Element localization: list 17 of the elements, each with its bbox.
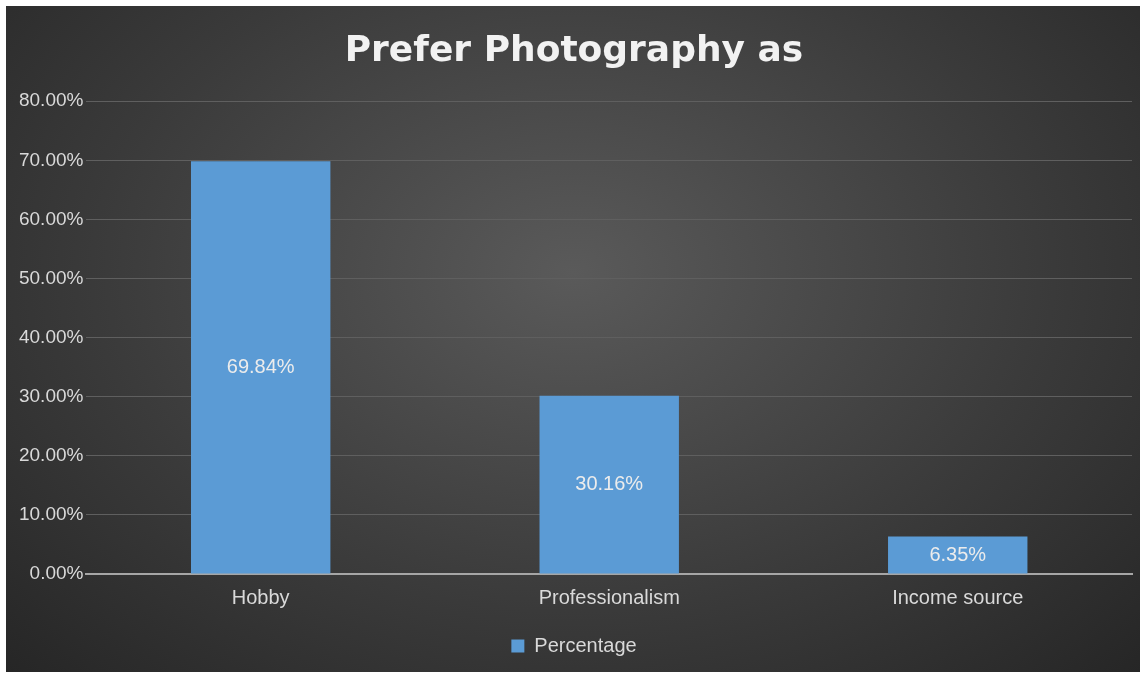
y-tick-label: 60.00%	[18, 207, 84, 229]
y-tick-label: 40.00%	[18, 325, 84, 347]
y-tick-label: 80.00%	[18, 89, 84, 111]
data-label: 30.16%	[575, 472, 644, 495]
chart-title: Prefer Photography as	[344, 27, 804, 69]
y-tick-label: 50.00%	[18, 266, 84, 288]
y-tick-label: 10.00%	[18, 503, 84, 525]
x-tick-label: Hobby	[231, 585, 290, 608]
y-tick-label: 0.00%	[29, 562, 84, 584]
x-tick-label: Income source	[892, 585, 1024, 608]
y-tick-label: 30.00%	[18, 384, 84, 406]
x-tick-label: Professionalism	[538, 585, 680, 608]
y-tick-label: 20.00%	[18, 444, 84, 466]
data-label: 69.84%	[226, 354, 295, 377]
legend-label: Percentage	[534, 633, 637, 656]
y-tick-label: 70.00%	[18, 148, 84, 170]
data-label: 6.35%	[929, 542, 987, 565]
